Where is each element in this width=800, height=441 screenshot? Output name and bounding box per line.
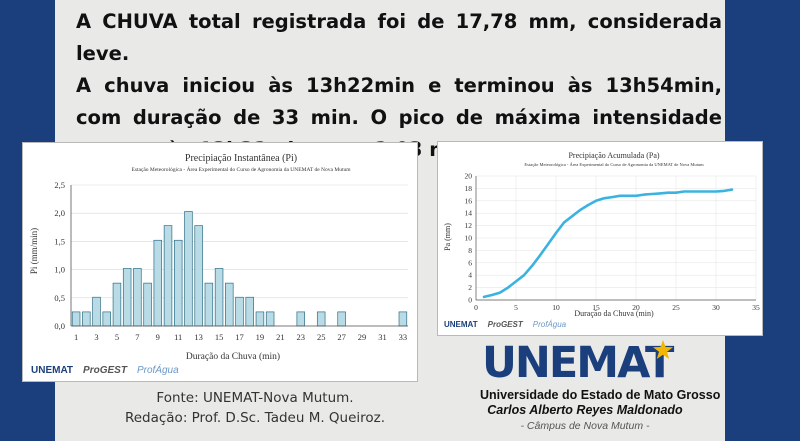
- chart1-xtick-label: 5: [115, 332, 119, 342]
- chart1-xtick-label: 17: [235, 332, 244, 342]
- chart1-ylabel: Pi (mm/min): [29, 228, 39, 274]
- headline-line-1: A CHUVA total registrada foi de 17,78 mm…: [76, 10, 722, 65]
- chart2-subtitle: Estação Meteorológica - Área Experimenta…: [524, 162, 704, 167]
- chart2-xtick-label: 20: [632, 303, 640, 312]
- chart-instantaneous-precipitation: Precipiação Instantânea (Pi) Estação Met…: [22, 142, 418, 382]
- chart2-xtick-label: 25: [672, 303, 680, 312]
- chart1-xtick-label: 15: [215, 332, 224, 342]
- chart2-ytick-label: 8: [468, 246, 472, 255]
- chart1-xtick-label: 33: [399, 332, 408, 342]
- chart2-ytick-label: 18: [465, 184, 473, 193]
- chart1-xtick-label: 1: [74, 332, 78, 342]
- chart2-logo-profagua: ProfÁgua: [532, 320, 567, 329]
- chart1-ytick-label: 2,0: [54, 208, 65, 218]
- unemat-university-name: Universidade do Estado de Mato Grosso: [480, 388, 721, 402]
- chart1-xtick-label: 31: [378, 332, 387, 342]
- chart2-xtick-label: 0: [474, 303, 478, 312]
- chart2-xtick-label: 5: [514, 303, 518, 312]
- chart2-ytick-label: 10: [465, 234, 473, 243]
- chart2-ytick-label: 4: [468, 271, 472, 280]
- chart1-logo-profagua: ProfÁgua: [136, 365, 179, 376]
- chart1-subtitle: Estação Meteorológica - Área Experimenta…: [131, 165, 351, 173]
- chart1-xtick-label: 3: [94, 332, 98, 342]
- chart1-bar: [122, 268, 132, 327]
- chart2-logo-unemat: UNEMAT: [444, 320, 478, 329]
- chart1-bar: [265, 311, 275, 327]
- chart1-bar: [82, 311, 91, 327]
- chart1-title: Precipiação Instantânea (Pi): [185, 153, 297, 164]
- chart1-logos: UNEMAT ProGEST ProfÁgua: [31, 365, 179, 376]
- chart1-xtick-label: 11: [174, 332, 182, 342]
- chart2-ylabel: Pa (mm): [443, 223, 452, 251]
- chart2-logos: UNEMAT ProGEST ProfÁgua: [444, 320, 566, 329]
- chart1-bar: [398, 311, 408, 327]
- chart-instantaneous-svg: Precipiação Instantânea (Pi) Estação Met…: [29, 153, 408, 362]
- chart1-bar: [163, 225, 173, 327]
- chart1-bar: [194, 225, 203, 327]
- chart1-xtick-label: 27: [337, 332, 346, 342]
- chart1-xtick-label: 29: [358, 332, 367, 342]
- chart1-bar: [173, 239, 183, 327]
- chart1-bar: [71, 311, 81, 327]
- chart2-title: Precipiação Acumulada (Pa): [568, 151, 659, 160]
- chart1-xlabel: Duração da Chuva (min): [186, 351, 280, 362]
- unemat-campus: - Câmpus de Nova Mutum -: [520, 420, 650, 432]
- chart2-xtick-label: 30: [712, 303, 720, 312]
- chart1-bar: [225, 282, 234, 327]
- chart1-ytick-label: 2,5: [54, 180, 65, 190]
- chart1-bar: [255, 311, 265, 327]
- star-icon: [653, 340, 673, 359]
- chart1-bar: [133, 268, 142, 327]
- chart1-xtick-label: 7: [135, 332, 139, 342]
- unemat-person-name: Carlos Alberto Reyes Maldonado: [487, 403, 683, 417]
- chart1-xtick-label: 13: [194, 332, 203, 342]
- chart1-xtick-label: 25: [317, 332, 326, 342]
- chart1-bar: [92, 296, 101, 327]
- chart1-logo-progest: ProGEST: [83, 365, 127, 376]
- chart2-ytick-label: 12: [465, 221, 473, 230]
- chart2-ytick-label: 16: [465, 196, 473, 205]
- chart2-ytick-label: 20: [465, 172, 473, 181]
- footer-source: Fonte: UNEMAT-Nova Mutum.: [156, 390, 354, 406]
- chart2-series-line: [482, 188, 734, 299]
- chart1-xtick-label: 23: [297, 332, 306, 342]
- chart1-bar: [296, 311, 306, 327]
- chart1-ytick-label: 0,0: [54, 321, 65, 331]
- chart2-xlabel: Duração da Chuva (min): [574, 309, 654, 318]
- chart1-bar: [143, 282, 152, 327]
- chart1-bar: [245, 296, 254, 327]
- chart1-logo-unemat: UNEMAT: [31, 365, 74, 376]
- chart1-ytick-label: 1,0: [54, 265, 65, 275]
- chart1-bar: [153, 239, 163, 327]
- chart-accumulated-svg: Precipiação Acumulada (Pa) Estação Meteo…: [443, 151, 760, 318]
- footer-author: Redação: Prof. D.Sc. Tadeu M. Queiroz.: [124, 410, 386, 426]
- chart1-bar: [112, 282, 122, 327]
- chart2-xtick-label: 10: [552, 303, 560, 312]
- chart1-bar: [204, 282, 214, 327]
- chart2-logo-progest: ProGEST: [487, 320, 523, 329]
- chart1-xtick-label: 19: [256, 332, 265, 342]
- chart2-xtick-label: 15: [592, 303, 600, 312]
- chart2-ytick-label: 14: [465, 209, 473, 218]
- footer-credits: Fonte: UNEMAT-Nova Mutum. Redação: Prof.…: [105, 388, 405, 428]
- unemat-logo-word: UNEMAT: [482, 338, 674, 388]
- chart2-ytick-label: 6: [468, 258, 472, 267]
- chart1-bar: [316, 311, 326, 327]
- chart2-xtick-label: 35: [752, 303, 760, 312]
- chart1-bar: [214, 268, 224, 327]
- chart1-ytick-label: 1,5: [54, 236, 65, 246]
- chart1-bar: [184, 211, 193, 327]
- chart1-xtick-label: 9: [156, 332, 160, 342]
- unemat-logo: UNEMAT Universidade do Estado de Mato Gr…: [480, 338, 721, 438]
- chart1-bar: [102, 311, 111, 327]
- chart2-ytick-label: 0: [468, 296, 472, 305]
- chart1-xtick-label: 21: [276, 332, 285, 342]
- chart1-ytick-label: 0,5: [54, 293, 65, 303]
- chart1-bar: [337, 311, 346, 327]
- chart-accumulated-precipitation: Precipiação Acumulada (Pa) Estação Meteo…: [437, 141, 763, 336]
- chart1-bar: [235, 296, 244, 327]
- chart2-ytick-label: 2: [468, 283, 472, 292]
